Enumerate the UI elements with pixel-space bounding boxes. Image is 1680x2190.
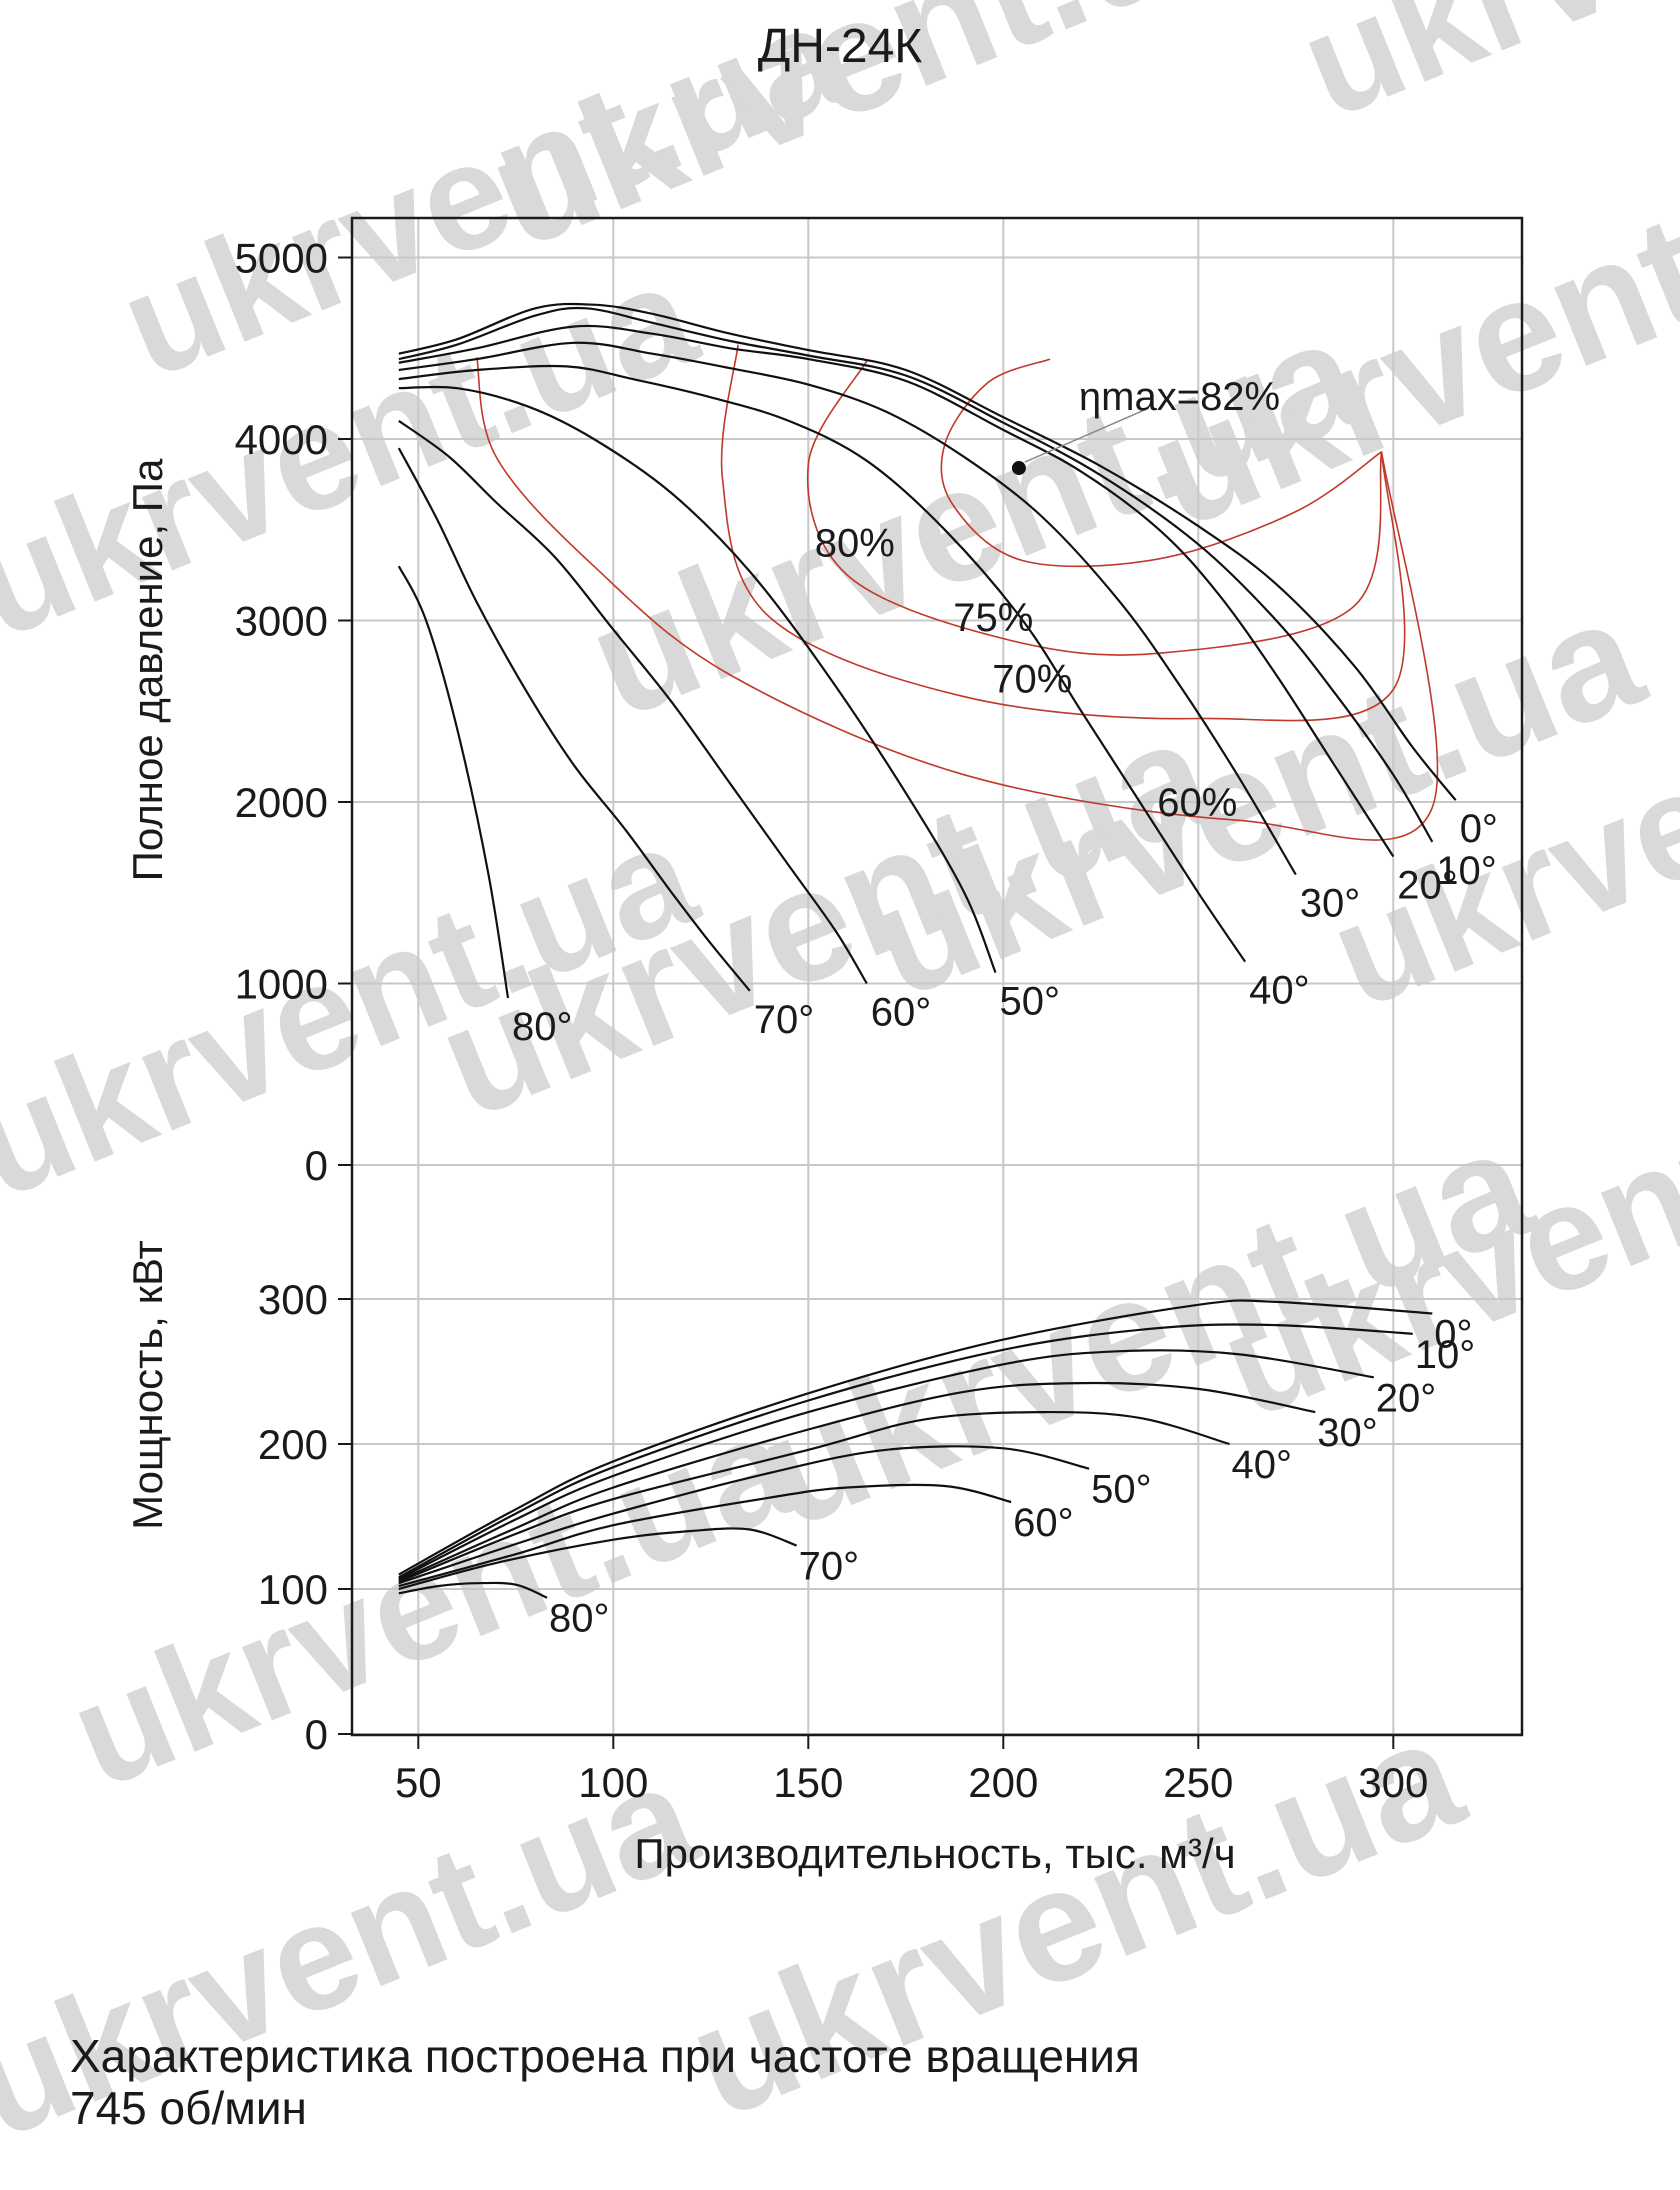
power-curve-80deg bbox=[398, 1581, 548, 1599]
pressure-tick-label: 0 bbox=[305, 1142, 328, 1189]
pressure-curve-70deg bbox=[397, 447, 751, 992]
power-angle-label: 30° bbox=[1317, 1411, 1378, 1455]
caption-line-1: Характеристика построена при частоте вра… bbox=[70, 2030, 1140, 2082]
pressure-curve-40deg bbox=[398, 364, 1247, 963]
performance-curves bbox=[397, 302, 1457, 1599]
efficiency-curve-70pct bbox=[720, 344, 1406, 722]
power-angle-label: 0° bbox=[1434, 1313, 1472, 1357]
efficiency-curve-75pct bbox=[806, 360, 1383, 656]
power-curve-30deg bbox=[398, 1381, 1316, 1582]
power-angle-label: 50° bbox=[1091, 1468, 1152, 1512]
x-tick-label: 100 bbox=[578, 1759, 648, 1806]
x-tick-label: 250 bbox=[1163, 1759, 1233, 1806]
caption: Характеристика построена при частоте вра… bbox=[70, 2030, 1630, 2134]
pressure-angle-label: 60° bbox=[871, 991, 932, 1035]
power-tick-label: 100 bbox=[258, 1566, 328, 1613]
efficiency-label: 60% bbox=[1157, 781, 1237, 825]
pressure-curve-60deg bbox=[398, 420, 868, 985]
pressure-angle-label: 10° bbox=[1436, 849, 1497, 893]
eta-max-point bbox=[1011, 461, 1026, 476]
power-angle-label: 40° bbox=[1232, 1443, 1293, 1487]
power-angle-label: 70° bbox=[799, 1545, 860, 1589]
efficiency-label: 80% bbox=[815, 522, 895, 566]
pressure-curve-0deg bbox=[398, 302, 1457, 801]
x-axis-label: Производительность, тыс. м³/ч bbox=[634, 1830, 1235, 1877]
power-angle-label: 10° bbox=[1415, 1333, 1476, 1377]
pressure-angle-label: 80° bbox=[512, 1005, 573, 1049]
power-angle-label: 20° bbox=[1376, 1376, 1437, 1420]
pressure-angle-label: 0° bbox=[1460, 807, 1498, 851]
pressure-tick-label: 4000 bbox=[235, 416, 328, 463]
efficiency-label: 70% bbox=[992, 658, 1072, 702]
pressure-curve-20deg bbox=[398, 324, 1395, 858]
power-curve-70deg bbox=[398, 1527, 797, 1591]
x-tick-label: 50 bbox=[395, 1759, 442, 1806]
pressure-angle-label: 40° bbox=[1249, 969, 1310, 1013]
grid bbox=[352, 218, 1522, 1735]
power-curve-40deg bbox=[398, 1410, 1230, 1583]
power-curve-20deg bbox=[398, 1349, 1374, 1580]
pressure-tick-label: 3000 bbox=[235, 598, 328, 645]
x-tick-label: 300 bbox=[1358, 1759, 1428, 1806]
power-curve-60deg bbox=[398, 1483, 1012, 1588]
x-tick-label: 200 bbox=[968, 1759, 1038, 1806]
power-angle-label: 60° bbox=[1013, 1501, 1074, 1545]
plot-frame bbox=[350, 216, 1524, 1737]
chart-title: ДН-24К bbox=[758, 20, 923, 73]
axes: 0 1000 2000 3000 4000 5000 0 100 200 300 50 100 150 2… bbox=[235, 216, 1524, 1806]
power-axis-label: Мощность, кВт bbox=[124, 1240, 171, 1530]
efficiency-curve-80pct bbox=[940, 358, 1383, 568]
pressure-curve-10deg bbox=[398, 306, 1434, 843]
x-tick-label: 150 bbox=[773, 1759, 843, 1806]
pressure-angle-label: 70° bbox=[754, 998, 815, 1042]
eta-max-label: ηmax=82% bbox=[1079, 375, 1280, 419]
power-tick-label: 0 bbox=[305, 1711, 328, 1758]
power-curve-0deg bbox=[398, 1299, 1433, 1576]
power-curve-50deg bbox=[398, 1445, 1090, 1585]
power-tick-label: 300 bbox=[258, 1276, 328, 1323]
pressure-tick-label: 2000 bbox=[235, 779, 328, 826]
pressure-axis-label: Полное давление, Па bbox=[124, 458, 171, 881]
pressure-curve-30deg bbox=[398, 341, 1297, 876]
efficiency-curve-60pct bbox=[476, 357, 1439, 841]
pressure-tick-label: 1000 bbox=[235, 961, 328, 1008]
pressure-curve-50deg bbox=[398, 385, 997, 974]
curve-labels: 0°10°20°30°40°50°60°70°80°0°10°20°30°40°… bbox=[512, 375, 1498, 1641]
pressure-angle-label: 30° bbox=[1300, 882, 1361, 926]
pressure-curve-80deg bbox=[397, 565, 510, 999]
pressure-tick-label: 5000 bbox=[235, 235, 328, 282]
power-curve-10deg bbox=[398, 1323, 1413, 1579]
caption-line-2: 745 об/мин bbox=[70, 2082, 307, 2134]
pressure-angle-label: 20° bbox=[1397, 863, 1458, 907]
power-angle-label: 80° bbox=[549, 1597, 610, 1641]
efficiency-label: 75% bbox=[953, 596, 1033, 640]
power-tick-label: 200 bbox=[258, 1421, 328, 1468]
pressure-angle-label: 50° bbox=[1000, 980, 1061, 1024]
watermark-text: ukrvent.ua bbox=[1279, 0, 1680, 150]
eta-max-leader bbox=[1024, 407, 1150, 463]
efficiency-curves bbox=[476, 344, 1439, 841]
